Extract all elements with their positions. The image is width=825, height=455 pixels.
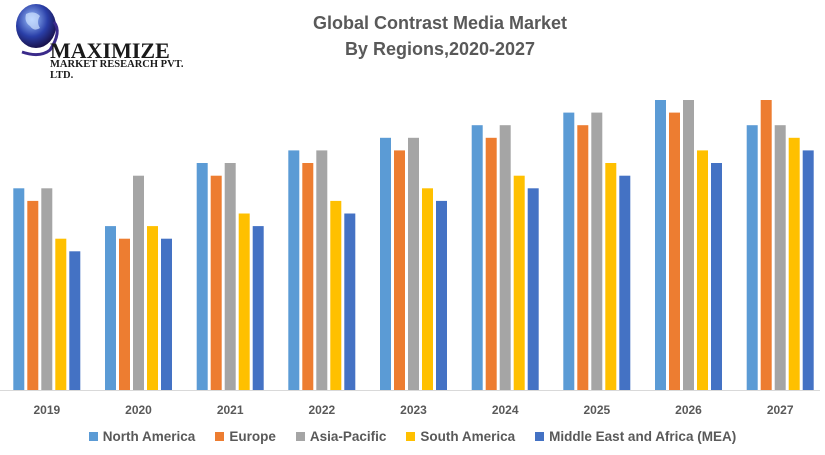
legend-label: South America: [420, 429, 516, 444]
bar-2024-asia-pacific: [499, 125, 511, 390]
x-tick-label: 2027: [767, 403, 794, 417]
x-tick-label: 2020: [125, 403, 152, 417]
bar-2020-south-america: [147, 226, 158, 390]
legend-swatch: [295, 432, 305, 441]
bar-2027-south-america: [788, 137, 800, 390]
chart-title-block: Global Contrast Media Market By Regions,…: [290, 10, 590, 62]
bar-2021-south-america: [238, 213, 250, 390]
bar-2019-south-america: [55, 238, 67, 390]
bar-2024-europe: [485, 137, 497, 390]
legend-item: Asia-Pacific: [295, 429, 387, 444]
bar-2023-middle-east-and-africa-mea: [436, 200, 447, 390]
bar-2022-middle-east-and-africa-mea: [344, 213, 356, 390]
bar-2021-middle-east-and-africa-mea: [252, 226, 264, 390]
bar-2019-europe: [27, 200, 39, 390]
bar-2026-north-america: [655, 100, 666, 390]
bar-2025-south-america: [605, 163, 617, 390]
bar-2023-south-america: [422, 188, 433, 390]
legend-item: Europe: [215, 429, 276, 444]
bar-2020-middle-east-and-africa-mea: [161, 238, 172, 390]
bar-2023-europe: [394, 150, 405, 390]
x-tick-label: 2022: [308, 403, 335, 417]
x-tick-label: 2026: [675, 403, 702, 417]
bar-2020-north-america: [105, 226, 116, 390]
bar-2025-north-america: [563, 112, 575, 390]
bar-2020-europe: [119, 238, 130, 390]
bar-2019-middle-east-and-africa-mea: [69, 251, 81, 390]
x-tick-label: 2021: [217, 403, 244, 417]
bar-2020-asia-pacific: [133, 175, 144, 390]
legend-swatch: [88, 432, 98, 441]
logo-brand-subtitle: MARKET RESEARCH PVT. LTD.: [50, 59, 184, 81]
legend-label: North America: [102, 429, 196, 444]
bar-2021-europe: [210, 175, 222, 390]
chart-legend: North America Europe Asia-Pacific South Ame…: [0, 429, 825, 444]
chart-title: Global Contrast Media Market: [312, 13, 568, 33]
bar-2027-asia-pacific: [774, 125, 786, 390]
x-tick-label: 2024: [492, 403, 519, 417]
legend-label: Europe: [229, 429, 276, 444]
bar-2021-north-america: [196, 163, 208, 390]
bar-2027-middle-east-and-africa-mea: [802, 150, 814, 390]
bar-2023-north-america: [380, 137, 391, 390]
x-tick-label: 2019: [33, 403, 60, 417]
legend-item: North America: [88, 429, 196, 444]
bar-2024-north-america: [471, 125, 483, 390]
legend-label: Middle East and Africa (MEA): [549, 429, 737, 444]
bar-2026-europe: [669, 112, 680, 390]
bar-2027-europe: [760, 100, 772, 390]
x-tick-label: 2023: [400, 403, 427, 417]
bar-2022-europe: [302, 163, 314, 390]
bar-2024-south-america: [513, 175, 525, 390]
bar-2026-asia-pacific: [683, 100, 694, 390]
bar-2022-south-america: [330, 200, 342, 390]
bar-chart: 2019 2020 2021 2022 2023 2024 2025 2026 2027: [0, 100, 820, 417]
bar-2025-europe: [577, 125, 589, 390]
legend-swatch: [406, 432, 416, 441]
legend-item: South America: [406, 429, 515, 444]
bar-2019-north-america: [13, 188, 25, 390]
x-tick-label: 2025: [583, 403, 610, 417]
bar-2025-asia-pacific: [591, 112, 603, 390]
bar-2024-middle-east-and-africa-mea: [527, 188, 539, 390]
bar-2026-middle-east-and-africa-mea: [711, 163, 722, 390]
globe-icon: [16, 4, 59, 57]
bar-2026-south-america: [697, 150, 708, 390]
bar-2022-asia-pacific: [316, 150, 328, 390]
legend-label: Asia-Pacific: [309, 429, 387, 444]
legend-item: Middle East and Africa (MEA): [535, 429, 736, 444]
company-logo: MAXIMIZE MARKET RESEARCH PVT. LTD.: [8, 2, 198, 81]
logo-brand-name: MAXIMIZE: [50, 38, 170, 63]
bar-2022-north-america: [288, 150, 300, 390]
bar-2019-asia-pacific: [41, 188, 53, 390]
bar-2021-asia-pacific: [224, 163, 236, 390]
bar-2027-north-america: [746, 125, 758, 390]
legend-swatch: [215, 432, 225, 441]
bar-2023-asia-pacific: [408, 137, 419, 390]
chart-subtitle: By Regions,2020-2027: [344, 39, 536, 59]
bar-2025-middle-east-and-africa-mea: [619, 175, 631, 390]
legend-swatch: [535, 432, 545, 441]
